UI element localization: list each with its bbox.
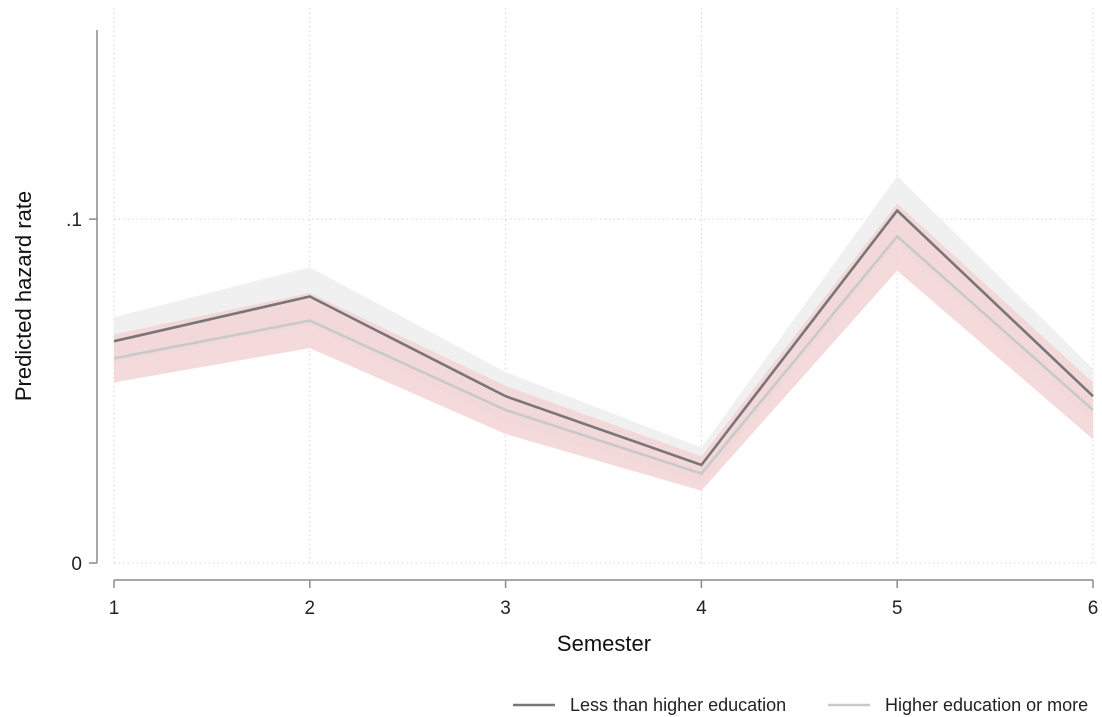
series-line-2 [113, 234, 1094, 476]
axes [96, 30, 1093, 581]
x-tick-label-3: 3 [500, 598, 511, 619]
x-tick-label-5: 5 [892, 598, 903, 619]
y-axis-title: Predicted hazard rate [11, 191, 36, 401]
x-tick-label-1: 1 [109, 598, 120, 619]
y-tick-label-.1: .1 [66, 210, 82, 231]
ticks: 1 2 3 4 5 6 0 .1 [66, 210, 1098, 619]
legend-label-series-2: Higher education or more [885, 695, 1088, 715]
ci-band-series-1 [114, 176, 1093, 484]
series-lines [113, 208, 1094, 476]
legend-label-series-1: Less than higher education [570, 695, 786, 715]
x-tick-label-4: 4 [696, 598, 707, 619]
x-tick-label-6: 6 [1088, 598, 1099, 619]
x-axis-title: Semester [557, 631, 651, 656]
legend: Less than higher education Higher educati… [513, 695, 1088, 715]
y-tick-label-0: 0 [71, 554, 82, 575]
x-tick-label-2: 2 [305, 598, 316, 619]
confidence-bands [114, 176, 1093, 491]
series-line-1 [113, 208, 1094, 467]
